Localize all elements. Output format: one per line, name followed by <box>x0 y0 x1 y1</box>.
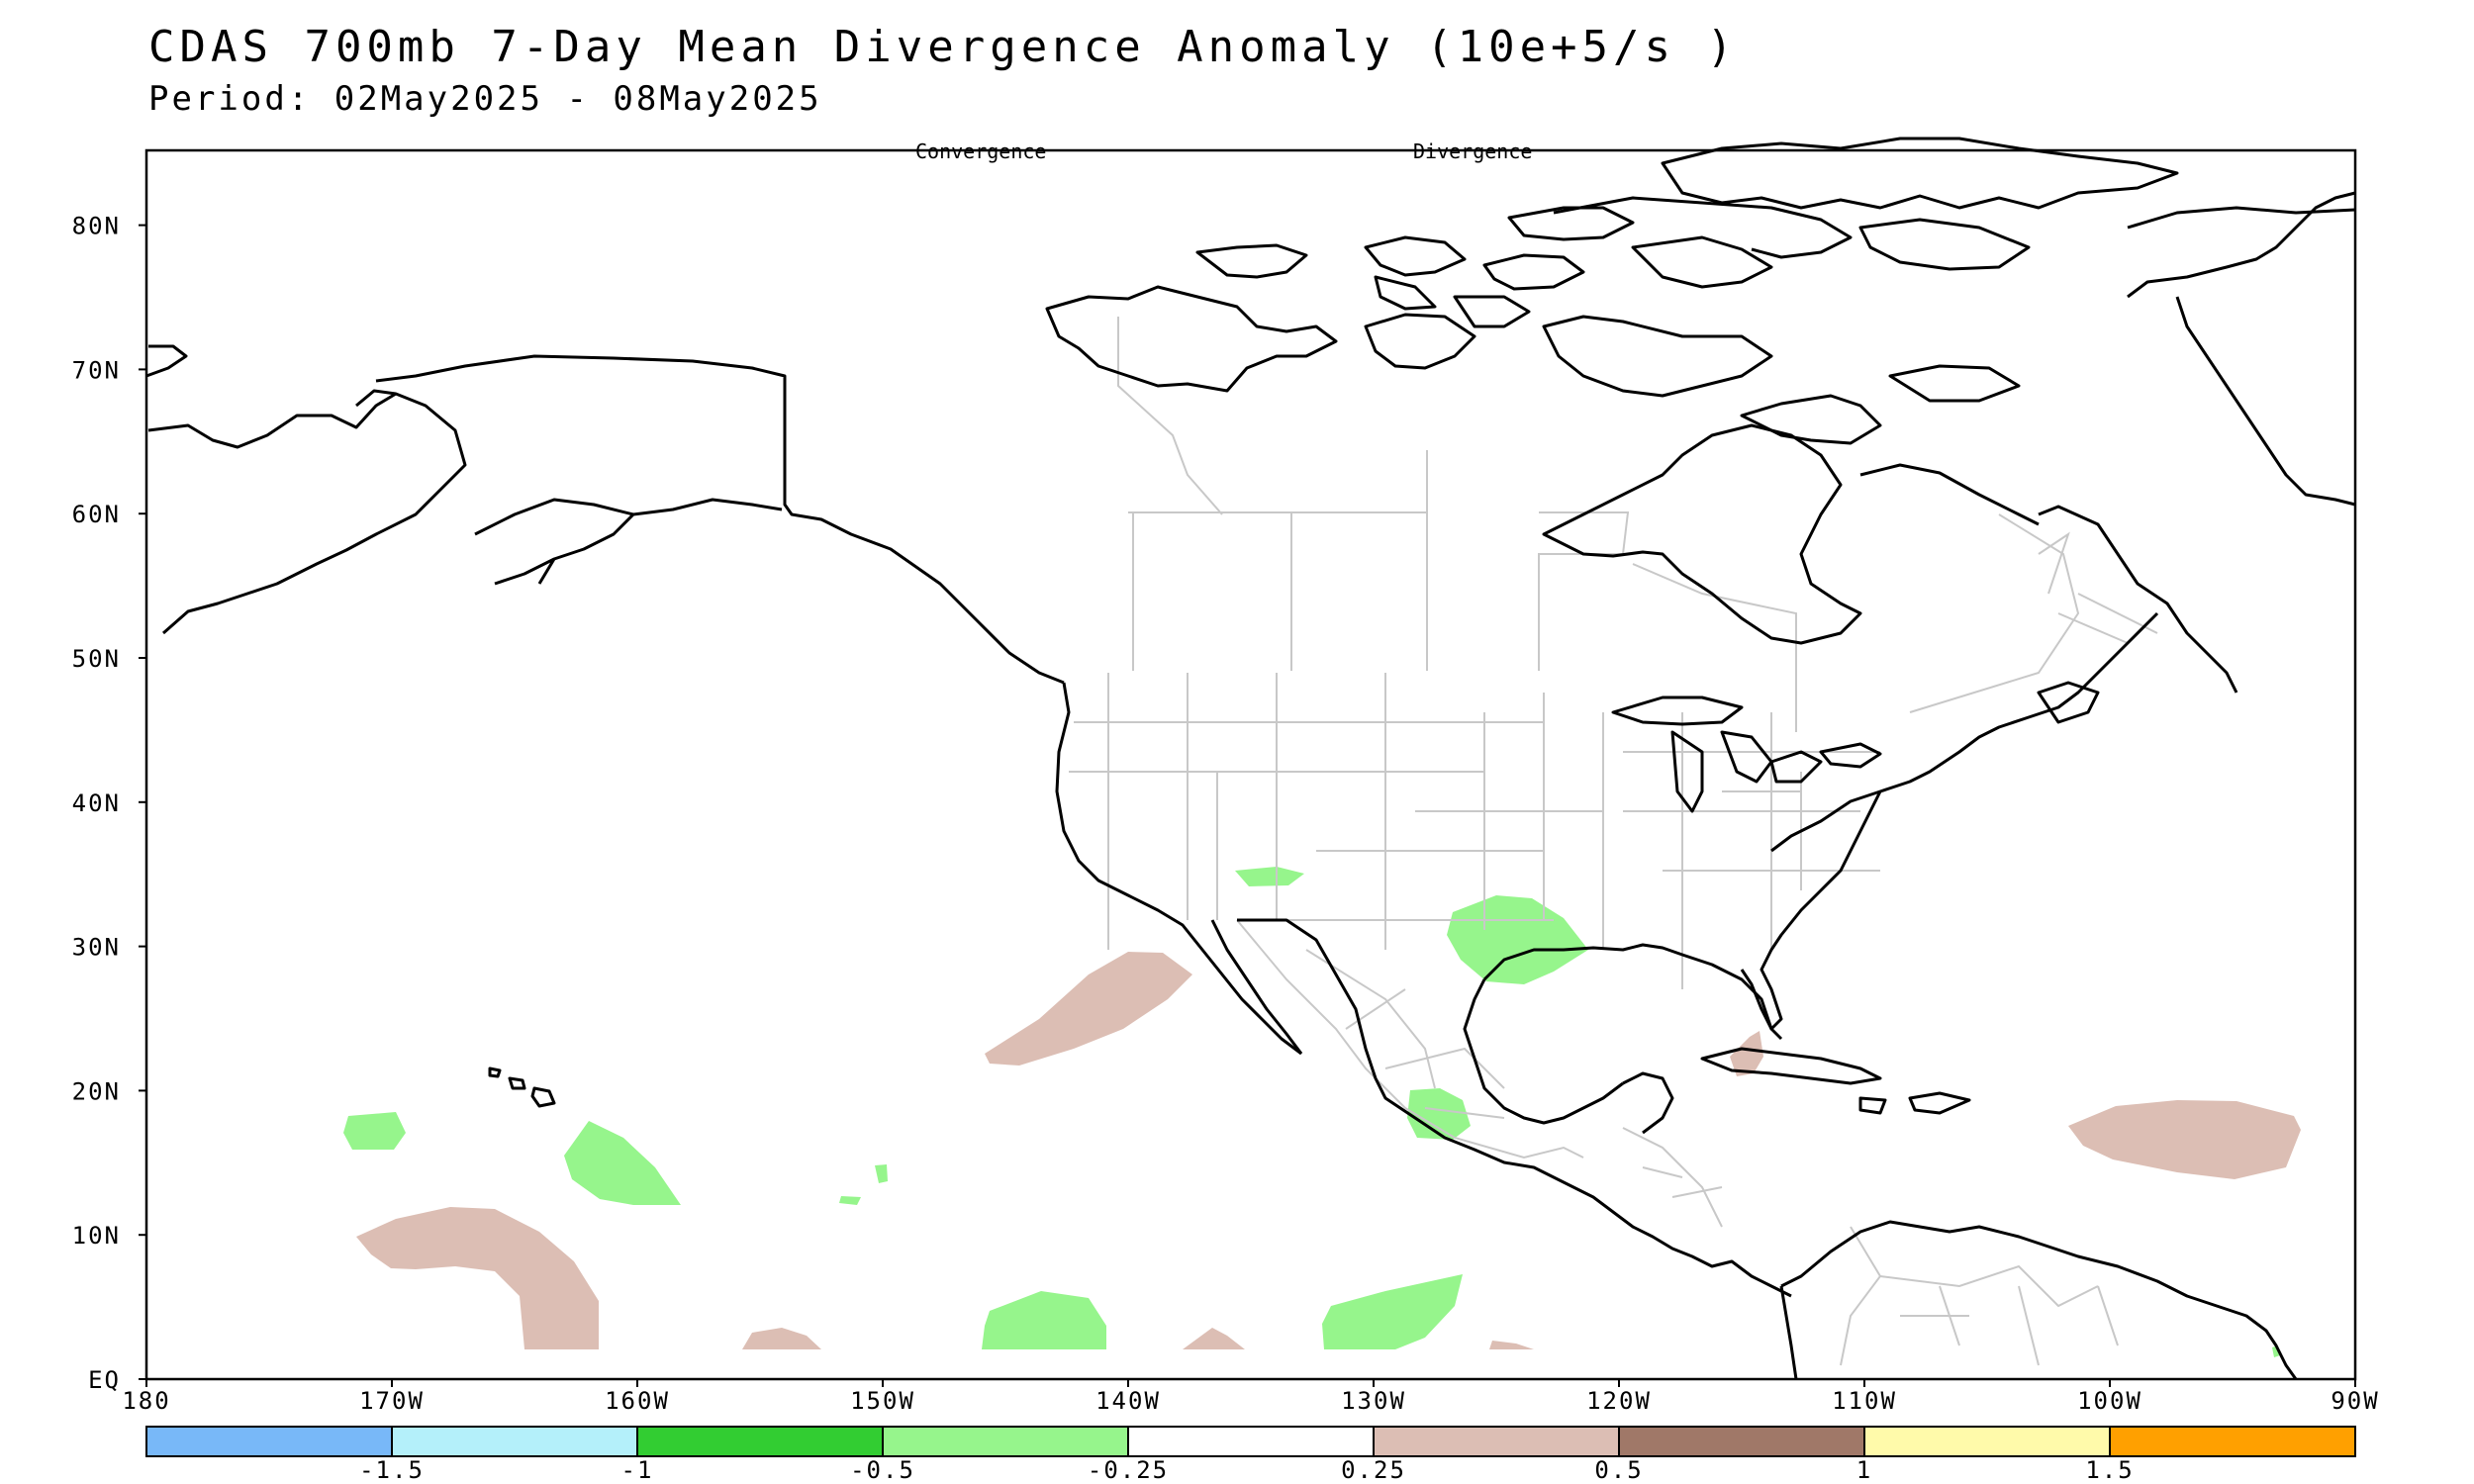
anomaly-green-eastern-pacific-1 <box>982 1291 1106 1349</box>
anomaly-green-texas <box>1447 895 1588 984</box>
colorbar-swatch <box>636 1426 884 1457</box>
colorbar-label: 0.25 <box>1341 1456 1406 1484</box>
lon-label: 140W <box>1095 1387 1161 1415</box>
colorbar-label: 0.5 <box>1594 1456 1643 1484</box>
map-plot-area <box>146 150 2355 1379</box>
colorbar-swatch <box>882 1426 1129 1457</box>
anomaly-green-central-mexico <box>1407 1088 1471 1140</box>
longitude-axis: 180170W160W150W140W130W120W110W100W90W80… <box>122 1379 2379 1415</box>
lat-label: 40N <box>72 789 121 817</box>
lon-label: 120W <box>1586 1387 1652 1415</box>
chart-title: CDAS 700mb 7-Day Mean Divergence Anomaly… <box>148 22 1739 72</box>
colorbar-swatch <box>1373 1426 1620 1457</box>
lon-label: 170W <box>359 1387 425 1415</box>
lon-label: 90W <box>2331 1387 2379 1415</box>
anomaly-brown-small-pacific-3 <box>1489 1341 1534 1349</box>
anomaly-brown-small-pacific-1 <box>742 1328 821 1349</box>
colorbar-label: -1 <box>621 1456 654 1484</box>
lon-label: 150W <box>850 1387 915 1415</box>
lon-label: 100W <box>2077 1387 2142 1415</box>
colorbar-swatch <box>391 1426 638 1457</box>
annotation-divergence: Divergence <box>1413 139 1532 163</box>
map-frame <box>144 148 2357 1381</box>
colorbar-label: -0.5 <box>850 1456 915 1484</box>
anomaly-layer <box>343 867 2301 1357</box>
lon-label: 130W <box>1341 1387 1406 1415</box>
lat-label: 50N <box>72 645 121 673</box>
anomaly-brown-baja-offshore <box>985 952 1192 1066</box>
anomaly-brown-cuba <box>1730 1031 1763 1076</box>
coastlines <box>145 137 2356 1380</box>
lon-label: 160W <box>605 1387 670 1415</box>
colorbar-swatch <box>1127 1426 1375 1457</box>
annotation-convergence: Convergence <box>915 139 1046 163</box>
lon-label: 180 <box>122 1387 170 1415</box>
anomaly-green-small-1 <box>875 1164 888 1183</box>
colorbar-label: 1.5 <box>2085 1456 2134 1484</box>
period-subtitle: Period: 02May2025 - 08May2025 <box>148 79 822 119</box>
colorbar-swatch <box>2109 1426 2356 1457</box>
anomaly-green-near-hawaii <box>343 1112 406 1150</box>
colorbar-label: -0.25 <box>1088 1456 1169 1484</box>
colorbar-label: -1.5 <box>359 1456 425 1484</box>
lon-label: 110W <box>1832 1387 1897 1415</box>
anomaly-green-eastern-pacific-2 <box>1322 1274 1463 1349</box>
latitude-axis: EQ 10N 20N 30N 40N 50N 60N 70N 80N <box>72 213 146 1394</box>
lat-label: 10N <box>72 1222 121 1250</box>
lat-label: EQ <box>88 1366 121 1394</box>
lat-label: 60N <box>72 501 121 528</box>
anomaly-brown-central-pacific <box>356 1207 599 1349</box>
anomaly-green-central-pacific <box>564 1121 681 1205</box>
lat-label: 30N <box>72 934 121 962</box>
colorbar-swatch <box>145 1426 393 1457</box>
colorbar: -1.5 -1 -0.5 -0.25 0.25 0.5 1 1.5 <box>145 1426 2356 1484</box>
anomaly-green-southwest-us <box>1235 867 1304 886</box>
lat-label: 80N <box>72 213 121 240</box>
lat-label: 20N <box>72 1077 121 1105</box>
colorbar-swatch <box>1863 1426 2111 1457</box>
colorbar-swatch <box>1618 1426 1865 1457</box>
anomaly-brown-small-pacific-2 <box>1183 1328 1245 1349</box>
anomaly-brown-tropical-atlantic <box>2068 1100 2301 1179</box>
lat-label: 70N <box>72 356 121 384</box>
anomaly-green-small-2 <box>839 1196 861 1205</box>
colorbar-label: 1 <box>1856 1456 1872 1484</box>
